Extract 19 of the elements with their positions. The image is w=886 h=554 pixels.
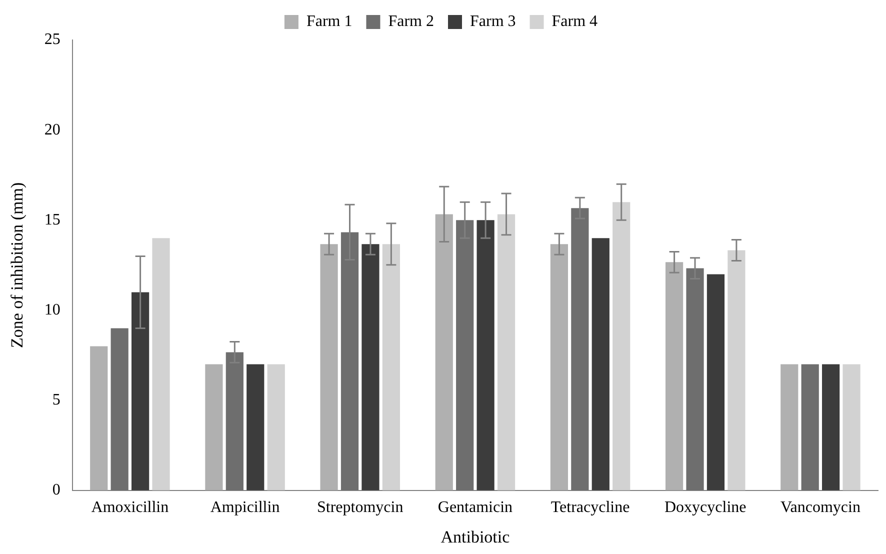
x-tick-label: Streptomycin [317,499,404,516]
legend-label: Farm 4 [552,13,598,30]
y-tick-label: 0 [52,482,60,499]
x-tick-label: Doxycycline [664,499,746,516]
legend-label: Farm 1 [306,13,352,30]
y-tick-label: 25 [44,31,60,48]
x-axis-title: Antibiotic [440,527,510,546]
y-tick-label: 20 [44,121,60,138]
y-tick-label: 10 [44,301,60,318]
x-tick-label: Tetracycline [550,499,630,516]
x-tick-label: Ampicillin [210,499,280,516]
legend-label: Farm 3 [470,13,516,30]
y-axis-title: Zone of inhibition (mm) [8,182,27,348]
y-tick-label: 5 [52,392,60,409]
x-tick-label: Vancomycin [780,499,860,516]
y-tick-label: 15 [44,211,60,228]
x-tick-label: Amoxicillin [91,499,169,516]
x-tick-label: Gentamicin [438,499,513,516]
legend-label: Farm 2 [388,13,434,30]
